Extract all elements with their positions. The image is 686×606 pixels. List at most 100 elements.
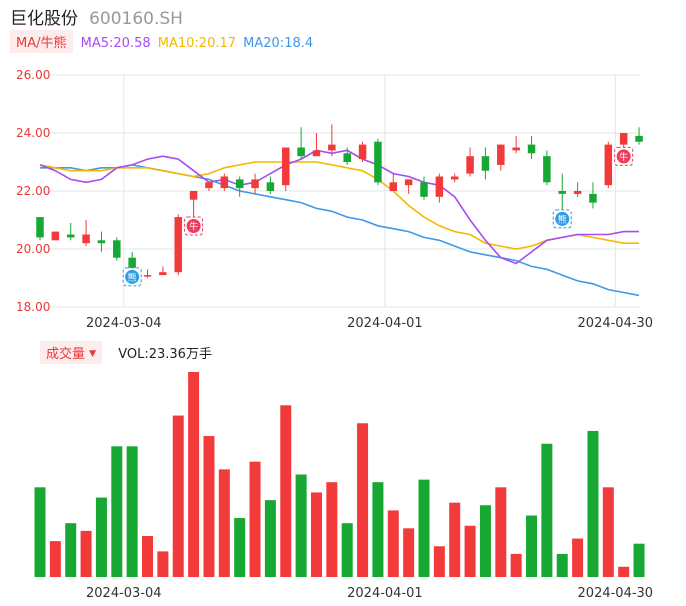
x-tick-label: 2024-04-01 xyxy=(347,316,423,331)
candle-down xyxy=(343,147,351,165)
signal-badge xyxy=(186,219,201,233)
volume-bar xyxy=(95,497,107,577)
volume-bar xyxy=(326,482,338,577)
ma5-label: MA5:20.58 xyxy=(80,36,151,51)
signal-symbol: 牛 xyxy=(189,221,198,233)
candle-body xyxy=(604,144,613,186)
x-tick-label: 2024-03-04 xyxy=(86,316,162,331)
candle-down xyxy=(297,127,305,160)
volume-bar xyxy=(602,487,614,577)
candle-body xyxy=(82,234,90,244)
volume-bar xyxy=(65,523,77,577)
y-tick-label: 24.00 xyxy=(16,126,50,140)
candle-body xyxy=(527,144,536,154)
candle-body xyxy=(466,156,474,174)
candle-body xyxy=(205,182,213,189)
volume-bar xyxy=(172,415,184,577)
y-tick-label: 20.00 xyxy=(16,242,50,256)
candle-up xyxy=(159,266,167,276)
candle-body xyxy=(497,144,505,165)
stock-code: 600160.SH xyxy=(89,9,183,29)
volume-legend: 成交量 ▼ VOL:23.36万手 xyxy=(40,341,212,364)
ma-legend: MA/牛熊 MA5:20.58 MA10:20.17 MA20:18.4 xyxy=(10,30,316,53)
volume-bar xyxy=(34,487,46,577)
candle-body xyxy=(450,176,459,180)
signal-badge xyxy=(555,211,570,226)
volume-bar xyxy=(234,518,246,577)
candle-body xyxy=(343,153,351,162)
candle-body xyxy=(404,179,413,186)
candle-up xyxy=(328,124,336,157)
candle-body xyxy=(113,240,121,258)
volume-bar xyxy=(403,528,415,577)
candle-down xyxy=(113,237,121,261)
candle-body xyxy=(481,156,490,171)
candle-body xyxy=(420,182,428,197)
stock-name: 巨化股份 xyxy=(10,9,78,29)
volume-bar xyxy=(510,553,522,577)
candle-body xyxy=(543,156,551,183)
candle-body xyxy=(512,147,520,151)
y-tick-label: 18.00 xyxy=(16,300,50,314)
bull-signal-icon: 牛 xyxy=(614,146,634,166)
volume-bar xyxy=(357,423,369,577)
ma10-line xyxy=(39,161,640,250)
x-tick-label-volume: 2024-04-01 xyxy=(347,586,423,601)
chevron-down-icon: ▼ xyxy=(89,349,97,359)
ma-indicator-toggle[interactable]: MA/牛熊 xyxy=(10,30,73,53)
candle-body xyxy=(374,141,382,183)
candlestick-series xyxy=(36,124,643,281)
volume-bar xyxy=(587,430,599,577)
candle-body xyxy=(389,182,398,191)
candle-up xyxy=(497,144,505,171)
candle-up xyxy=(251,173,259,194)
y-tick-label: 22.00 xyxy=(16,184,50,198)
candle-up xyxy=(435,173,444,203)
x-tick-label-volume: 2024-04-30 xyxy=(578,586,654,601)
candle-down xyxy=(527,135,536,160)
candle-body xyxy=(358,144,367,160)
signal-badge xyxy=(616,149,631,164)
volume-bar xyxy=(188,372,200,577)
signal-badge xyxy=(125,269,140,284)
candle-body xyxy=(97,240,106,244)
volume-bar xyxy=(126,446,138,577)
candle-body xyxy=(66,234,75,238)
candle-up xyxy=(174,214,182,276)
volume-bar xyxy=(341,523,353,577)
candle-body xyxy=(220,176,229,189)
candle-body xyxy=(619,133,628,145)
candle-body xyxy=(159,272,167,276)
volume-bar xyxy=(633,543,645,577)
volume-bar xyxy=(111,446,123,577)
candle-down xyxy=(420,176,428,200)
bear-signal-icon: 熊 xyxy=(122,267,142,287)
candle-body xyxy=(435,176,444,197)
candle-up xyxy=(466,147,474,177)
signal-symbol: 熊 xyxy=(558,213,567,225)
candle-up xyxy=(389,173,398,191)
axis-labels: 18.00 20.00 22.00 24.00 26.00 2024-03-04 2024-… xyxy=(16,68,653,601)
y-tick-label: 26.00 xyxy=(16,68,50,82)
stock-header: 巨化股份 600160.SH xyxy=(10,4,183,29)
bull-signal-icon: 牛 xyxy=(184,216,204,236)
candle-down xyxy=(589,182,597,209)
volume-bar xyxy=(295,474,307,577)
candle-up xyxy=(82,220,90,247)
signal-symbol: 牛 xyxy=(619,151,628,163)
candle-up xyxy=(512,135,520,154)
volume-bar xyxy=(157,551,169,577)
x-tick-label-volume: 2024-03-04 xyxy=(86,586,162,601)
candle-body xyxy=(36,217,44,238)
candle-down xyxy=(266,176,275,194)
candle-up xyxy=(51,231,60,241)
candle-up xyxy=(282,147,290,191)
x-tick-label: 2024-04-30 xyxy=(578,316,654,331)
ma10-label: MA10:20.17 xyxy=(157,36,237,51)
ma5-line xyxy=(39,149,640,265)
volume-indicator-toggle[interactable]: 成交量 ▼ xyxy=(40,341,103,364)
ma20-label: MA20:18.4 xyxy=(243,36,314,51)
volume-bar xyxy=(310,492,322,577)
